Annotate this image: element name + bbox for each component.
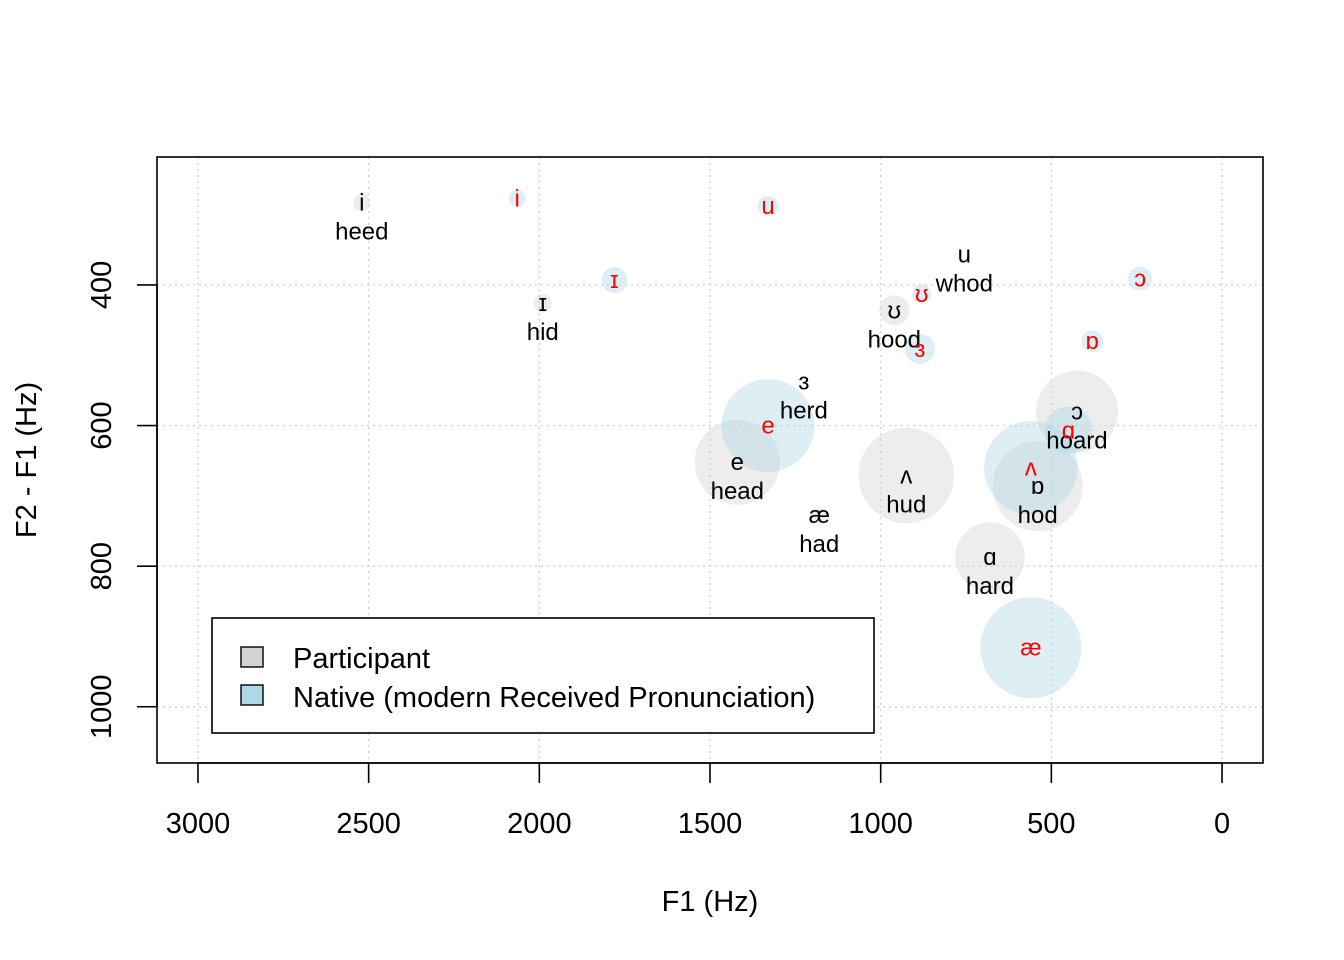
data-points [353,189,1153,699]
participant-vowel-symbol: æ [809,502,830,529]
native-vowel-symbol: ɒ [1086,328,1099,355]
participant-vowel-symbol: ʊ [888,297,902,324]
participant-word-label: herd [780,397,828,424]
native-circle [912,284,932,304]
participant-word-label: hud [886,491,926,518]
native-circle [1044,406,1093,455]
y-axis-title: F2 - F1 (Hz) [11,382,43,538]
participant-word-label: hard [966,573,1014,600]
native-circle [757,195,779,217]
native-vowel-symbol: e [761,413,774,440]
participant-vowel-symbol: e [731,449,744,476]
x-axis-title: F1 (Hz) [662,886,759,918]
participant-circle [879,295,910,326]
participant-vowel-symbol: i [359,190,364,217]
participant-vowel-symbol: ɒ [1031,473,1044,500]
native-circle [508,189,526,208]
x-axis: 3000 2500 2000 1500 1000 500 0 [166,762,1230,840]
participant-vowel-symbol: ɪ [538,290,547,317]
native-circle [601,267,628,293]
participant-circle [353,194,371,212]
native-circle [980,597,1082,699]
native-circle [904,333,935,364]
native-circle [721,379,815,472]
participant-vowel-symbol: ɑ [983,544,996,571]
participant-circle [694,419,780,505]
x-tick-label: 2000 [507,808,572,840]
legend-label-participant: Participant [293,643,430,675]
participant-word-label: whod [935,271,993,298]
participant-word-label: heed [335,219,388,246]
native-vowel-symbol: ʌ [1025,455,1037,482]
legend-label-native: Native (modern Received Pronunciation) [293,682,815,714]
legend-box [211,617,875,734]
legend-swatch-participant [240,646,264,668]
participant-word-label: hoard [1046,427,1107,454]
native-vowel-symbol: ɔ [1134,266,1146,293]
y-tick-label: 1000 [86,675,118,740]
native-vowel-symbol: ʊ [915,281,929,308]
participant-circle [812,508,827,522]
y-tick-label: 400 [86,261,118,309]
legend-swatch-native [240,684,264,706]
native-vowel-symbol: ɑ [1062,417,1075,444]
x-tick-label: 0 [1214,808,1230,840]
native-vowel-symbol: ɪ [610,267,619,294]
x-tick-label: 1000 [848,808,913,840]
participant-vowel-symbol: ɜ [798,368,809,395]
x-tick-label: 2500 [336,808,401,840]
native-vowel-symbol: u [761,193,774,220]
participant-circle [992,440,1083,532]
participant-vowel-symbol: ʌ [900,462,912,489]
legend: Participant Native (modern Received Pron… [211,617,875,734]
y-axis: 400 600 800 1000 [86,261,158,740]
native-circle [1081,330,1104,353]
native-circle [984,420,1078,515]
y-tick-label: 800 [86,542,118,590]
participant-circle [533,294,552,313]
participant-word-label: hod [1018,502,1058,529]
native-vowel-symbol: ɜ [914,336,925,363]
participant-circle [1035,370,1118,453]
x-tick-label: 1500 [678,808,743,840]
native-vowel-symbol: i [514,185,519,212]
participant-circle [858,427,955,524]
x-tick-label: 500 [1027,808,1075,840]
native-circle [1128,266,1153,291]
participant-word-label: had [799,531,839,558]
participant-word-label: hid [527,319,559,346]
participant-vowel-symbol: ɔ [1071,398,1083,425]
x-tick-label: 3000 [166,808,231,840]
participant-circle [955,522,1025,592]
participant-vowel-symbol: u [958,242,971,269]
y-tick-label: 600 [86,401,118,449]
participant-word-label: head [711,478,764,505]
native-vowel-symbol: æ [1020,635,1041,662]
participant-word-label: hood [868,326,921,353]
